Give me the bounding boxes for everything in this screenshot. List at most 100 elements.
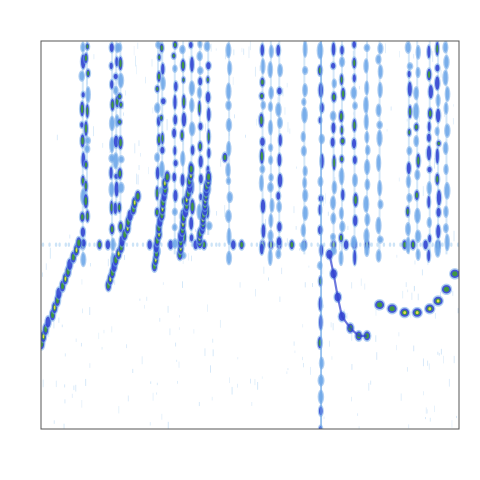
noise-mark [257,382,259,390]
vertical-streak-blob-core [84,197,88,206]
vertical-streak-blob [416,250,420,260]
vertical-streak-blob [364,160,370,174]
vertical-streak-blob [378,44,383,54]
horizontal-line-dot [54,242,58,247]
vertical-streak-blob [269,87,273,98]
vertical-streak-blob [364,114,368,129]
vertical-streak-blob [376,55,381,64]
vertical-streak-blob [302,99,306,105]
noise-mark [151,58,153,67]
vertical-streak-blob [268,121,272,135]
noise-mark [402,290,404,299]
vertical-streak-blob [301,224,305,236]
vertical-streak-blob [444,103,448,114]
noise-mark [325,193,326,204]
noise-mark [176,359,178,362]
noise-mark [188,56,190,61]
vertical-streak-blob [303,84,307,96]
vertical-streak-blob [427,45,431,59]
noise-mark [132,368,134,373]
noise-mark [299,248,300,251]
vertical-streak-blob [301,146,306,156]
vertical-streak-blob-core [333,158,336,168]
vertical-streak-blob [332,79,336,88]
vertical-streak-blob [443,71,448,85]
noise-mark [277,96,279,103]
noise-mark [56,134,58,141]
noise-mark [359,85,360,90]
horizontal-line-dot [399,242,402,247]
vertical-streak-blob [85,137,90,144]
vertical-streak-blob [428,234,432,243]
vertical-streak-blob [259,175,263,191]
vertical-streak-blob [444,183,450,199]
noise-mark [101,346,103,350]
vertical-streak-blob [445,124,450,137]
vertical-streak-blob-core [86,107,89,116]
vertical-streak-blob [303,206,308,220]
vertical-streak-blob [268,250,272,265]
noise-mark [308,265,310,268]
vertical-streak-blob [198,122,203,131]
vertical-streak-blob [377,155,381,171]
vertical-streak-blob [226,178,231,184]
vertical-streak-blob-core [340,76,343,83]
noise-mark [93,54,95,60]
vertical-streak-blob-core [160,45,163,51]
vertical-streak-blob [197,88,202,98]
vertical-streak-blob-core [332,94,336,100]
noise-mark [452,290,454,296]
vertical-streak-blob [340,57,345,67]
noise-mark [73,385,75,391]
vertical-streak-blob [366,146,370,155]
vertical-streak-blob [443,42,448,52]
vertical-streak-blob [339,208,343,219]
noise-mark [400,393,402,401]
vertical-streak-blob [117,44,122,51]
arc-blob-core [443,286,450,292]
vertical-streak-blob [172,172,177,182]
vertical-streak-blob [427,182,431,194]
noise-mark [232,76,234,85]
vertical-streak-blob [378,181,382,195]
noise-mark [440,69,442,78]
vertical-streak-blob [227,252,231,264]
noise-mark [152,392,154,401]
vertical-streak-blob [376,218,381,233]
noise-mark [375,309,377,316]
vertical-streak-blob [276,44,281,56]
vertical-streak-blob [444,56,449,68]
vertical-streak-blob [226,163,230,177]
noise-mark [289,128,291,134]
vertical-streak-blob [181,152,185,166]
vertical-streak-blob [376,105,381,116]
vertical-streak-blob [204,42,210,51]
noise-mark [135,55,136,67]
noise-mark [156,382,158,386]
noise-mark [144,304,145,309]
noise-mark [330,322,332,328]
vertical-streak-blob-core [339,112,343,120]
vertical-streak-blob [427,249,431,262]
horizontal-line-dot [392,242,396,247]
vertical-streak-blob [351,138,357,149]
vertical-streak-blob [227,192,233,202]
vertical-streak-blob [332,181,337,193]
vertical-streak-blob-core [119,59,122,68]
vertical-streak-blob [330,62,336,69]
noise-mark [53,320,55,329]
noise-mark [263,266,265,274]
noise-mark [81,400,83,408]
vertical-streak-blob [445,87,450,101]
vertical-streak-blob-core [156,87,159,91]
vertical-streak-blob [173,95,177,110]
vertical-streak-blob-core [406,208,409,215]
noise-mark [282,88,284,97]
vertical-streak-blob [428,85,433,99]
noise-mark [111,326,113,333]
vertical-streak-blob [260,44,265,56]
vertical-streak-blob [268,183,273,192]
horizontal-blob [231,240,236,250]
vertical-streak-blob [277,222,282,232]
noise-mark [268,277,269,281]
